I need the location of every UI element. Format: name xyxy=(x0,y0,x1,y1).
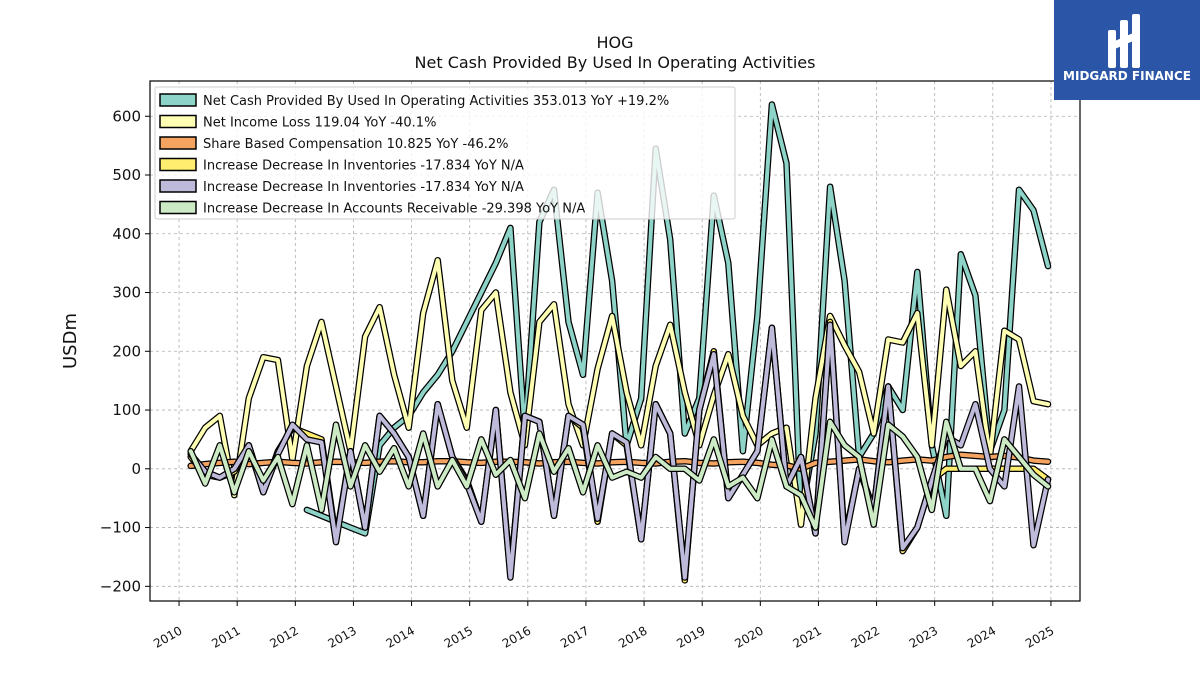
logo: MIDGARD FINANCE xyxy=(1054,0,1200,100)
logo-text: MIDGARD FINANCE xyxy=(1063,69,1191,83)
legend-item: Increase Decrease In Accounts Receivable… xyxy=(159,200,585,217)
legend-swatch xyxy=(159,179,197,193)
legend-box xyxy=(154,86,736,220)
y-tick-label: 0 xyxy=(131,460,141,478)
y-tick-label: 100 xyxy=(112,401,141,419)
legend-swatch xyxy=(159,157,197,172)
series-line xyxy=(188,258,1050,527)
legend-label: Net Cash Provided By Used In Operating A… xyxy=(203,94,669,109)
series-line xyxy=(188,419,1050,530)
y-tick-label: 600 xyxy=(112,107,141,125)
legend-label: Share Based Compensation 10.825 YoY -46.… xyxy=(203,137,509,152)
chart-subtitle: Net Cash Provided By Used In Operating A… xyxy=(415,53,816,72)
y-tick-label: −200 xyxy=(100,577,141,595)
y-tick-label: 400 xyxy=(112,225,141,243)
series-line xyxy=(188,322,1050,580)
y-axis-label: USDm xyxy=(60,313,81,369)
legend-item: Increase Decrease In Inventories -17.834… xyxy=(159,179,524,195)
y-tick-label: 200 xyxy=(112,342,141,360)
plot-frame xyxy=(149,80,1081,602)
series-2 xyxy=(187,451,1052,473)
series-5 xyxy=(187,418,1052,531)
legend-swatch xyxy=(159,93,197,107)
chart-title: HOG xyxy=(596,33,633,52)
legend-item: Increase Decrease In Inventories -17.834… xyxy=(159,157,524,174)
y-axis: −200 −100 0 100 200 300 400 500 600 xyxy=(100,107,150,595)
y-tick-label: −100 xyxy=(100,519,141,537)
legend-label: Increase Decrease In Inventories -17.834… xyxy=(203,159,524,174)
logo-mark-icon xyxy=(1108,14,1140,68)
legend-item: Net Cash Provided By Used In Operating A… xyxy=(159,93,669,109)
y-tick-label: 300 xyxy=(112,284,141,302)
series-1 xyxy=(187,256,1052,528)
series-4 xyxy=(187,321,1052,581)
legend-swatch xyxy=(159,114,197,129)
legend-label: Increase Decrease In Inventories -17.834… xyxy=(203,180,524,195)
legend-swatch xyxy=(159,200,197,215)
legend-item: Net Income Loss 119.04 YoY -40.1% xyxy=(159,114,436,131)
series-line xyxy=(188,452,1050,471)
legend-swatch xyxy=(159,136,197,150)
series-lines xyxy=(187,101,1052,584)
legend: Net Cash Provided By Used In Operating A… xyxy=(154,86,736,220)
legend-item: Share Based Compensation 10.825 YoY -46.… xyxy=(159,136,509,152)
legend-label: Increase Decrease In Accounts Receivable… xyxy=(203,202,585,217)
legend-label: Net Income Loss 119.04 YoY -40.1% xyxy=(203,116,436,131)
y-tick-label: 500 xyxy=(112,166,141,184)
